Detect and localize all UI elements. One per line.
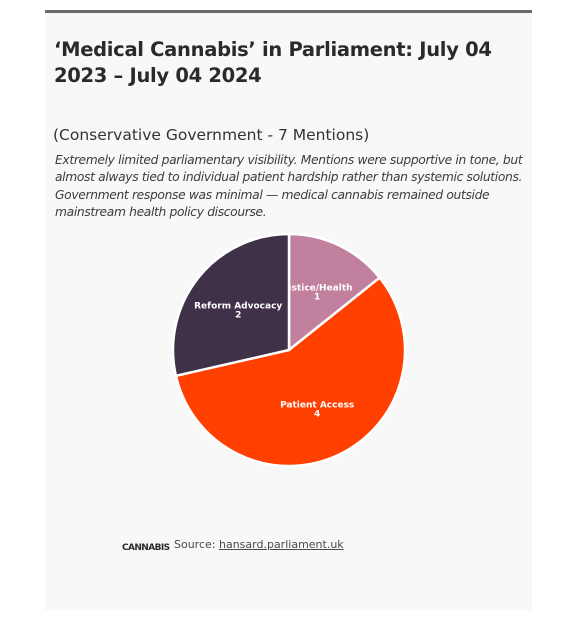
source-prefix: Source: — [174, 538, 216, 551]
slice-value-label: 4 — [314, 410, 320, 420]
slice-value-label: 1 — [314, 292, 320, 302]
pie-slice-patient-access — [174, 275, 407, 468]
chart-card: ‘Medical Cannabis’ in Parliament: July 0… — [45, 10, 532, 610]
chart-description: Extremely limited parliamentary visibili… — [55, 153, 523, 219]
brand-logo: CANNABIS — [122, 543, 170, 553]
slice-label: Justice/Health — [281, 283, 353, 293]
pie-slice-justice-health — [287, 232, 382, 353]
slice-value-label: 2 — [235, 310, 241, 320]
pie-slice-reform-advocacy — [171, 232, 291, 378]
slice-label: Patient Access — [280, 401, 354, 411]
chart-subtitle: (Conservative Government - 7 Mentions) — [53, 126, 370, 144]
source-line: Source: hansard.parliament.uk — [174, 538, 344, 551]
source-link[interactable]: hansard.parliament.uk — [219, 538, 344, 551]
slice-label: Reform Advocacy — [194, 301, 282, 311]
chart-title: ‘Medical Cannabis’ in Parliament: July 0… — [54, 38, 492, 87]
